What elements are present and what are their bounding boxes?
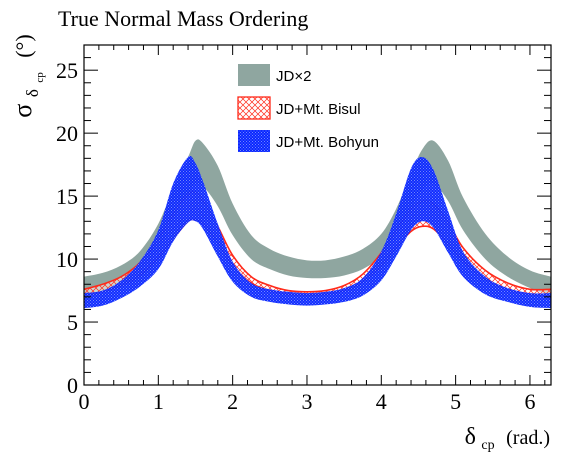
y-axis-label-sub: δ: [23, 89, 42, 97]
y-axis-label-main: σ: [8, 104, 37, 118]
y-tick-label: 5: [67, 310, 78, 335]
x-tick-label: 0: [79, 389, 90, 414]
x-tick-label: 4: [376, 389, 387, 414]
x-tick-label: 1: [153, 389, 164, 414]
plot-frame-border: [83, 44, 552, 386]
chart-title: True Normal Mass Ordering: [58, 6, 308, 31]
x-axis-label-unit: (rad.): [506, 427, 550, 449]
x-tick-label: 5: [450, 389, 461, 414]
legend-label-2: JD+Mt. Bohyun: [276, 134, 379, 151]
legend-swatch-2: [238, 130, 270, 152]
y-axis-label-unit: (°): [11, 34, 36, 57]
series-bands: [84, 139, 551, 309]
plot-area: [84, 45, 551, 385]
x-tick-label: 6: [524, 389, 535, 414]
y-tick-label: 15: [56, 184, 78, 209]
y-tick-label: 25: [56, 58, 78, 83]
y-tick-label: 0: [67, 373, 78, 398]
legend-label-1: JD+Mt. Bisul: [276, 101, 361, 118]
legend-label-0: JD×2: [276, 68, 311, 85]
y-axis-label: σ δ cp (°): [8, 34, 49, 117]
axes: 0 1 2 3 4 5 6 0 5 10 15 20 25: [56, 44, 552, 414]
y-tick-label: 10: [56, 247, 78, 272]
svg-text:σ δ cp (°): σ δ cp (°): [8, 34, 49, 117]
x-tick-label: 3: [301, 389, 312, 414]
x-axis-label: δ cp (rad.): [465, 424, 550, 454]
series-band-2: [84, 156, 551, 309]
legend: JD×2 JD+Mt. Bisul JD+Mt. Bohyun: [237, 64, 379, 152]
plot-background: [84, 45, 551, 385]
legend-swatch-1: [237, 96, 271, 120]
y-axis-label-subsub: cp: [34, 72, 46, 83]
y-tick-label: 20: [56, 121, 78, 146]
x-tick-label: 2: [227, 389, 238, 414]
x-axis-label-main: δ: [465, 424, 476, 450]
legend-swatch-0: [238, 64, 270, 86]
x-axis-label-sub: cp: [481, 438, 494, 453]
